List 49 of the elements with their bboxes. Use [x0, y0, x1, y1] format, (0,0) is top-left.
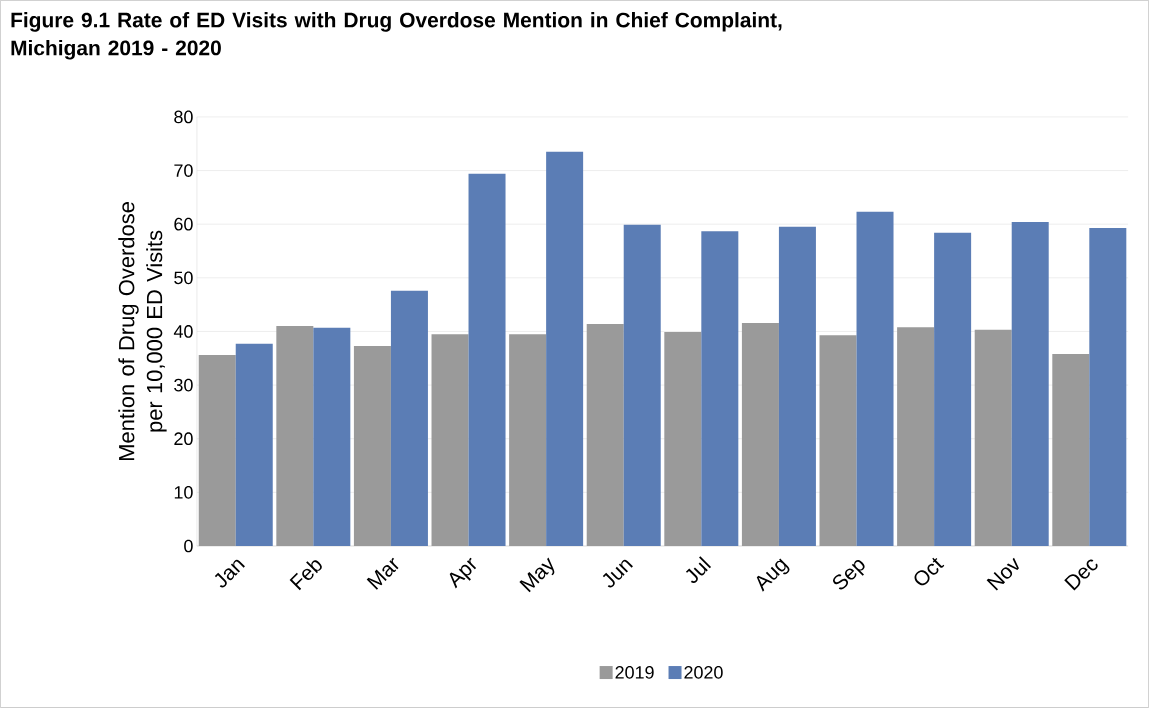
y-tick-label: 50 [174, 271, 193, 285]
x-tick-label: Feb [289, 560, 322, 591]
x-tick-label: Dec [1064, 559, 1098, 591]
y-tick-label: 20 [174, 432, 193, 446]
chart-title: Figure 9.1 Rate of ED Visits with Drug Overdose Mention in Chief Complaint, Michigan 2019 - 2020 [11, 12, 782, 60]
bar [1089, 227, 1127, 547]
x-tick-label: Jun [602, 559, 633, 588]
x-tick-label: Apr [449, 557, 477, 589]
bar [819, 335, 857, 547]
bar [468, 173, 506, 547]
x-tick-label: Aug [756, 558, 790, 592]
bar [897, 327, 935, 547]
bar [198, 355, 236, 547]
y-tick-label: 60 [174, 217, 193, 231]
bar [509, 334, 547, 547]
bar [235, 343, 273, 547]
y-tick-label: 30 [174, 378, 193, 392]
x-tick-label: Jan [214, 559, 245, 588]
y-tick-label: 0 [184, 539, 193, 553]
bar [313, 327, 351, 547]
x-tick-label: Mar [366, 557, 399, 590]
y-axis-title: Mention of Drug Overdose per 10,000 ED Visits [118, 202, 167, 461]
bar [741, 322, 779, 547]
bar [431, 334, 469, 547]
x-tick-label: Nov [986, 557, 1019, 591]
bar [353, 345, 391, 547]
bar [276, 326, 314, 547]
y-tick-label: 80 [174, 110, 193, 124]
bar [778, 226, 816, 547]
x-tick-label: Oct [914, 557, 945, 586]
bar [390, 290, 428, 547]
x-tick-label: May [519, 557, 555, 593]
bar [856, 211, 894, 547]
bar [586, 323, 624, 547]
bar [974, 329, 1012, 547]
x-tick-label: Jul [685, 556, 712, 584]
bar [934, 232, 972, 547]
bar [546, 151, 584, 547]
y-tick-label: 70 [174, 164, 193, 177]
bar [1011, 222, 1049, 547]
legend-label: 2019 [615, 666, 654, 679]
x-tick-label: Sep [833, 559, 865, 590]
y-tick-label: 10 [174, 486, 193, 499]
bar [623, 224, 661, 547]
bar [664, 332, 702, 547]
bar [1052, 354, 1090, 547]
legend-label: 2020 [684, 666, 723, 679]
y-tick-label: 40 [173, 325, 193, 338]
bar [701, 231, 739, 547]
